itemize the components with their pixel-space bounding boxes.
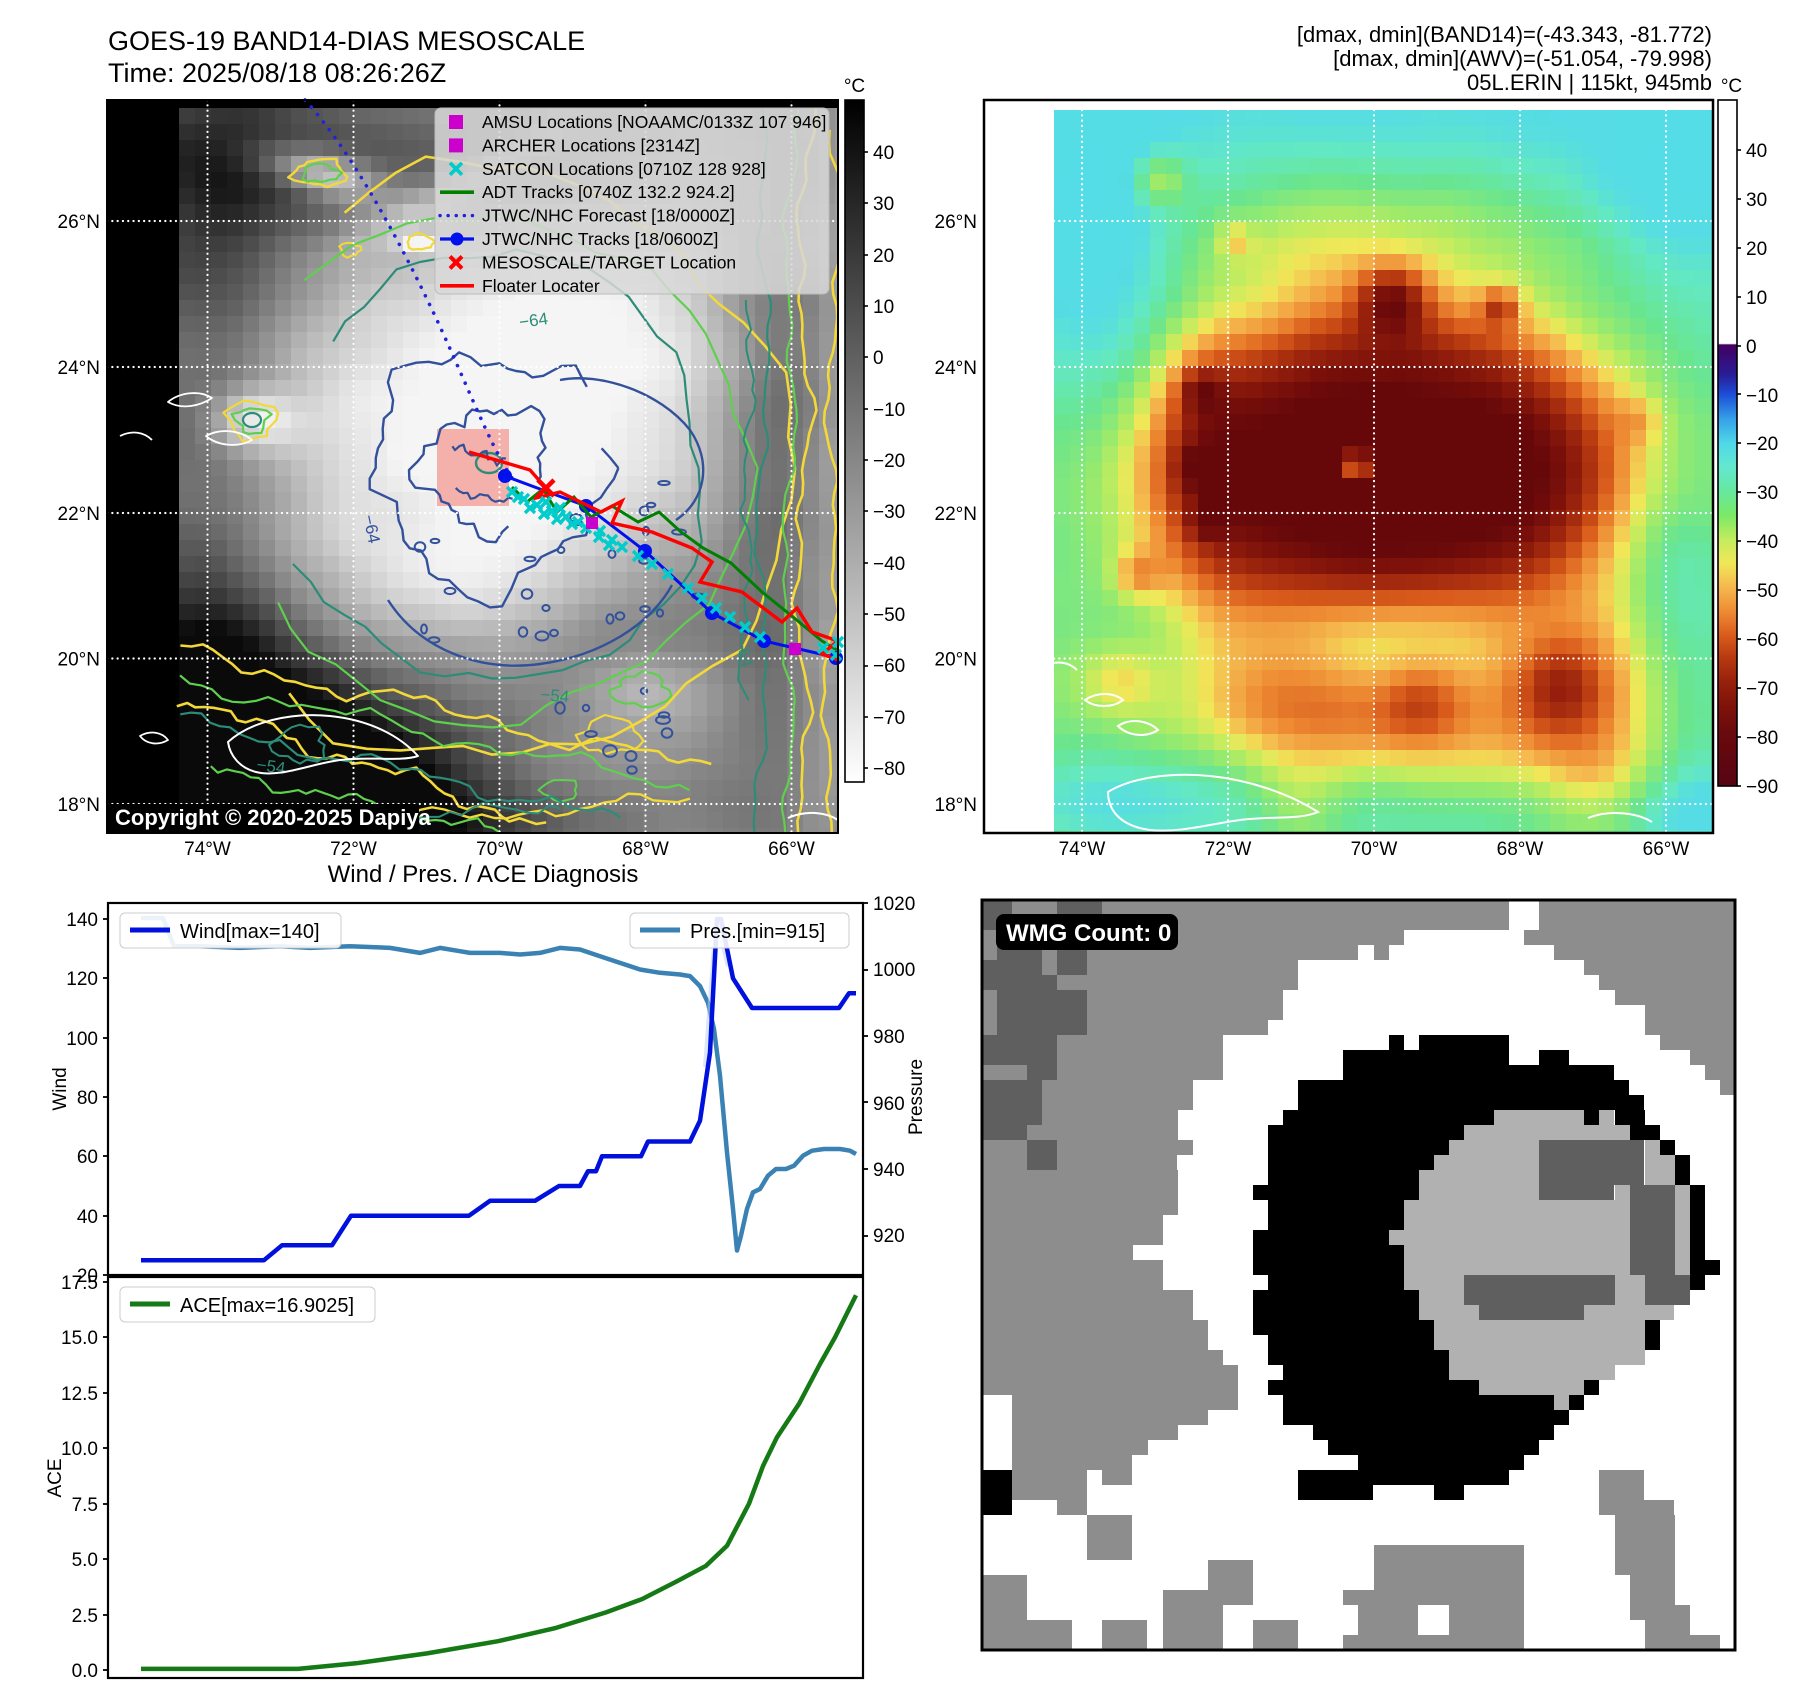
svg-text:1000: 1000: [873, 960, 915, 981]
svg-text:−64: −64: [518, 309, 549, 332]
svg-text:66°W: 66°W: [768, 839, 815, 860]
svg-text:GOES-19 BAND14-DIAS MESOSCALE: GOES-19 BAND14-DIAS MESOSCALE: [108, 26, 585, 56]
svg-text:Wind / Pres. / ACE Diagnosis: Wind / Pres. / ACE Diagnosis: [328, 861, 639, 888]
svg-text:72°W: 72°W: [330, 839, 377, 860]
svg-text:20: 20: [1746, 239, 1767, 260]
svg-text:10: 10: [873, 297, 894, 318]
svg-text:24°N: 24°N: [935, 358, 977, 379]
svg-text:22°N: 22°N: [935, 504, 977, 525]
svg-text:ARCHER Locations [2314Z]: ARCHER Locations [2314Z]: [482, 135, 700, 155]
svg-text:920: 920: [873, 1226, 905, 1247]
svg-text:1020: 1020: [873, 894, 915, 915]
svg-text:−70: −70: [873, 708, 905, 729]
svg-text:960: 960: [873, 1094, 905, 1115]
svg-text:ADT Tracks [0740Z 132.2 924.2]: ADT Tracks [0740Z 132.2 924.2]: [482, 182, 735, 202]
svg-text:30: 30: [1746, 190, 1767, 211]
svg-text:68°W: 68°W: [1497, 839, 1544, 860]
svg-text:[dmax, dmin](BAND14)=(-43.343,: [dmax, dmin](BAND14)=(-43.343, -81.772): [1297, 22, 1712, 47]
svg-text:Time: 2025/08/18 08:26:26Z: Time: 2025/08/18 08:26:26Z: [108, 58, 446, 88]
svg-text:−54: −54: [255, 755, 286, 778]
svg-text:15.0: 15.0: [61, 1328, 98, 1349]
svg-text:−40: −40: [873, 554, 905, 575]
svg-text:120: 120: [66, 969, 98, 990]
svg-text:MESOSCALE/TARGET Location: MESOSCALE/TARGET Location: [482, 252, 736, 272]
svg-text:−60: −60: [873, 656, 905, 677]
svg-text:−20: −20: [873, 451, 905, 472]
svg-text:−50: −50: [873, 605, 905, 626]
svg-text:Wind[max=140]: Wind[max=140]: [180, 921, 320, 943]
svg-text:Wind: Wind: [50, 1067, 71, 1110]
svg-text:−80: −80: [1746, 728, 1778, 749]
svg-text:−50: −50: [1746, 581, 1778, 602]
svg-text:JTWC/NHC Tracks [18/0600Z]: JTWC/NHC Tracks [18/0600Z]: [482, 229, 718, 249]
svg-text:22°N: 22°N: [58, 504, 100, 525]
svg-text:−30: −30: [873, 502, 905, 523]
svg-text:80: 80: [77, 1088, 98, 1109]
svg-text:ACE: ACE: [45, 1458, 66, 1497]
svg-text:7.5: 7.5: [72, 1495, 98, 1516]
svg-text:140: 140: [66, 910, 98, 931]
svg-text:20°N: 20°N: [935, 650, 977, 671]
svg-text:18°N: 18°N: [935, 795, 977, 816]
svg-text:−10: −10: [873, 400, 905, 421]
svg-text:10.0: 10.0: [61, 1439, 98, 1460]
svg-text:100: 100: [66, 1029, 98, 1050]
svg-text:66°W: 66°W: [1643, 839, 1690, 860]
svg-text:20: 20: [77, 1266, 98, 1287]
svg-text:°C: °C: [1721, 76, 1742, 97]
svg-text:40: 40: [1746, 141, 1767, 162]
svg-text:70°W: 70°W: [476, 839, 523, 860]
svg-text:5.0: 5.0: [72, 1550, 98, 1571]
svg-text:20°N: 20°N: [58, 650, 100, 671]
svg-text:−60: −60: [1746, 630, 1778, 651]
svg-text:74°W: 74°W: [184, 839, 231, 860]
svg-text:72°W: 72°W: [1205, 839, 1252, 860]
svg-text:0: 0: [1746, 337, 1757, 358]
svg-text:°C: °C: [844, 76, 865, 97]
svg-text:17.5: 17.5: [61, 1273, 98, 1294]
svg-text:0.0: 0.0: [72, 1661, 98, 1682]
svg-text:ACE[max=16.9025]: ACE[max=16.9025]: [180, 1295, 354, 1317]
svg-text:JTWC/NHC Forecast [18/0000Z]: JTWC/NHC Forecast [18/0000Z]: [482, 206, 735, 226]
svg-text:12.5: 12.5: [61, 1384, 98, 1405]
svg-text:Pressure: Pressure: [906, 1059, 927, 1135]
svg-text:30: 30: [873, 194, 894, 215]
svg-text:AMSU Locations [NOAAMC/0133Z 1: AMSU Locations [NOAAMC/0133Z 107 946]: [482, 112, 826, 132]
svg-text:0: 0: [873, 348, 884, 369]
svg-text:10: 10: [1746, 288, 1767, 309]
svg-text:−54: −54: [540, 685, 570, 706]
svg-text:68°W: 68°W: [622, 839, 669, 860]
svg-text:2.5: 2.5: [72, 1606, 98, 1627]
svg-text:05L.ERIN | 115kt, 945mb: 05L.ERIN | 115kt, 945mb: [1467, 70, 1712, 95]
svg-text:940: 940: [873, 1160, 905, 1181]
svg-text:WMG Count: 0: WMG Count: 0: [1006, 920, 1171, 947]
svg-text:−90: −90: [1746, 777, 1778, 798]
svg-text:Pres.[min=915]: Pres.[min=915]: [690, 921, 825, 943]
svg-text:40: 40: [873, 143, 894, 164]
svg-text:−40: −40: [1746, 532, 1778, 553]
svg-text:60: 60: [77, 1147, 98, 1168]
svg-text:Copyright © 2020-2025 Dapiya: Copyright © 2020-2025 Dapiya: [115, 805, 432, 830]
svg-text:−10: −10: [1746, 386, 1778, 407]
svg-text:−30: −30: [1746, 483, 1778, 504]
svg-text:24°N: 24°N: [58, 358, 100, 379]
svg-text:−80: −80: [873, 759, 905, 780]
svg-text:−20: −20: [1746, 434, 1778, 455]
svg-text:SATCON Locations [0710Z 128 92: SATCON Locations [0710Z 128 928]: [482, 159, 766, 179]
svg-text:70°W: 70°W: [1351, 839, 1398, 860]
svg-text:[dmax, dmin](AWV)=(-51.054, -7: [dmax, dmin](AWV)=(-51.054, -79.998): [1333, 46, 1712, 71]
svg-text:Floater Locater: Floater Locater: [482, 276, 600, 296]
svg-text:−70: −70: [1746, 679, 1778, 700]
svg-text:980: 980: [873, 1027, 905, 1048]
svg-text:26°N: 26°N: [935, 212, 977, 233]
svg-text:74°W: 74°W: [1059, 839, 1106, 860]
svg-text:20: 20: [873, 246, 894, 267]
svg-text:40: 40: [77, 1207, 98, 1228]
svg-text:26°N: 26°N: [58, 212, 100, 233]
svg-text:18°N: 18°N: [58, 795, 100, 816]
